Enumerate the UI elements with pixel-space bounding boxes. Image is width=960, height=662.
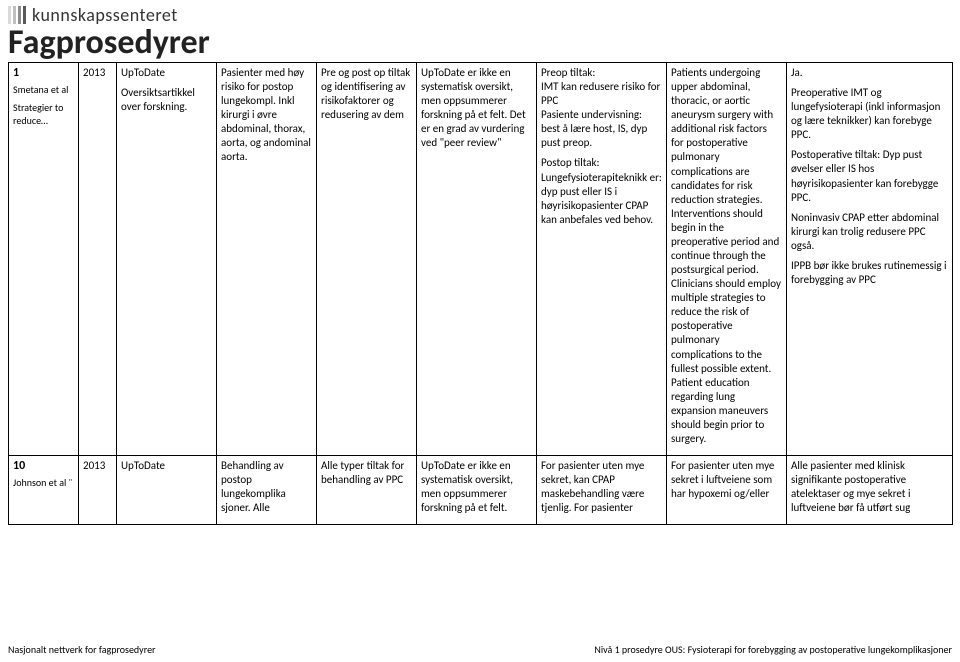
source-cell: UpToDateOversiktsartikkel over forskning… <box>117 63 217 456</box>
results-cell: Preop tiltak:IMT kan redusere risiko for… <box>537 63 667 456</box>
ref-cell: 10 Johnson et al ¨ <box>9 456 79 525</box>
conclusion-cell: Ja.Preoperative IMT og lungefysioterapi … <box>787 63 953 456</box>
table-row: 1Smetana et alStrategier to reduce…2013U… <box>9 63 953 456</box>
ref-author: Johnson et al ¨ <box>13 477 74 490</box>
ref-cell: 1 Smetana et al Strategier to reduce… <box>9 63 79 456</box>
page-title: Fagprosedyrer <box>0 26 960 62</box>
footer-left: Nasjonalt nettverk for fagprosedyrer <box>8 643 156 656</box>
source-cell: UpToDate <box>117 456 217 525</box>
page-footer: Nasjonalt nettverk for fagprosedyrer Niv… <box>8 643 952 656</box>
year-cell: 2013 <box>79 63 117 456</box>
evidence-table: 1Smetana et alStrategier to reduce…2013U… <box>8 62 953 525</box>
table-row: 10 Johnson et al ¨ 2013UpToDateBehandling … <box>9 456 953 525</box>
evidence-cell: Patients undergoing upper abdominal, tho… <box>667 63 787 456</box>
ref-number: 1 <box>13 66 74 81</box>
method-cell: UpToDate er ikke en systematisk oversikt… <box>417 63 537 456</box>
ref-author: Smetana et al <box>13 84 74 97</box>
year-cell: 2013 <box>79 456 117 525</box>
evidence-cell: For pasienter uten mye sekret i luftveie… <box>667 456 787 525</box>
method-cell: UpToDate er ikke en systematisk oversikt… <box>417 456 537 525</box>
ref-number: 10 <box>13 459 74 474</box>
intervention-cell: Pre og post op tiltak og identifisering … <box>317 63 417 456</box>
intervention-cell: Alle typer tiltak for behandling av PPC <box>317 456 417 525</box>
population-cell: Pasienter med høy risiko for postop lung… <box>217 63 317 456</box>
population-cell: Behandling av postop lungekomplika sjone… <box>217 456 317 525</box>
results-cell: For pasienter uten mye sekret, kan CPAP … <box>537 456 667 525</box>
ref-subtitle: Strategier to reduce… <box>13 102 74 128</box>
conclusion-cell: Alle pasienter med klinisk signifikante … <box>787 456 953 525</box>
footer-right: Nivå 1 prosedyre OUS: Fysioterapi for fo… <box>594 643 952 656</box>
